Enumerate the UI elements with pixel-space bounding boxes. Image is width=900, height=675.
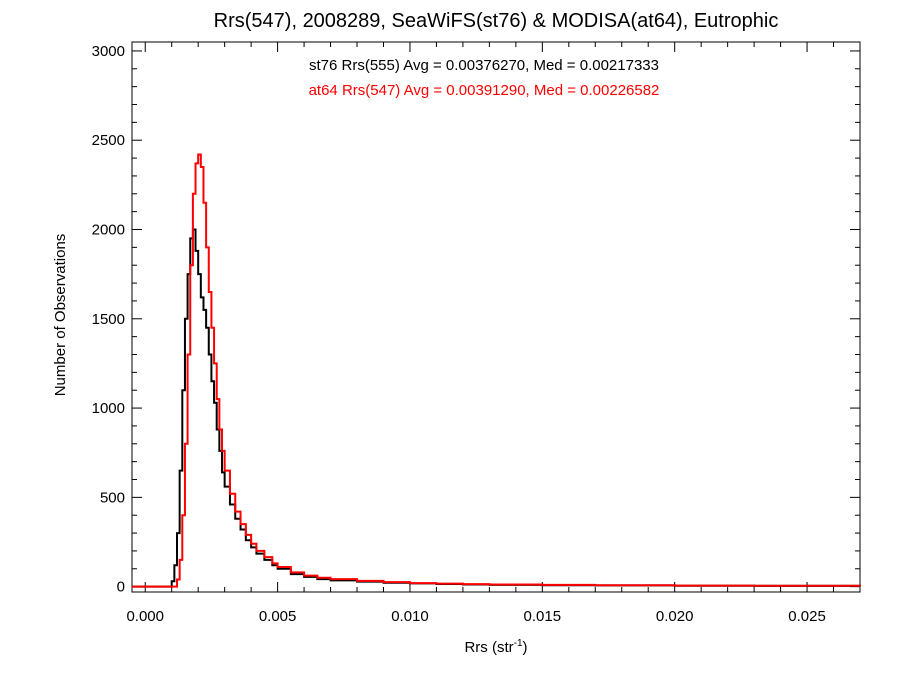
x-tick-label: 0.005 bbox=[259, 608, 297, 625]
x-axis-label-close: ) bbox=[523, 639, 528, 656]
annotation-at64: at64 Rrs(547) Avg = 0.00391290, Med = 0.… bbox=[309, 82, 660, 99]
x-axis-label-main: Rrs (str bbox=[464, 639, 513, 656]
x-tick-label: 0.020 bbox=[656, 608, 694, 625]
x-axis-label: Rrs (str-1) bbox=[464, 638, 527, 656]
y-tick-label: 2500 bbox=[92, 132, 125, 149]
y-tick-label: 1500 bbox=[92, 311, 125, 328]
chart-title: Rrs(547), 2008289, SeaWiFS(st76) & MODIS… bbox=[214, 10, 779, 32]
x-tick-label: 0.010 bbox=[391, 608, 429, 625]
annotation-st76: st76 Rrs(555) Avg = 0.00376270, Med = 0.… bbox=[309, 57, 659, 74]
x-tick-label: 0.015 bbox=[524, 608, 562, 625]
y-tick-label: 1000 bbox=[92, 400, 125, 417]
x-axis-label-sup: -1 bbox=[514, 638, 523, 649]
y-tick-label: 3000 bbox=[92, 43, 125, 60]
x-tick-label: 0.025 bbox=[788, 608, 826, 625]
series-st76-line bbox=[132, 228, 861, 588]
y-axis-label: Number of Observations bbox=[52, 234, 69, 397]
series-at64-line bbox=[132, 153, 861, 588]
x-tick-label: 0.000 bbox=[126, 608, 164, 625]
plot-frame bbox=[131, 41, 861, 593]
y-tick-label: 0 bbox=[117, 579, 125, 596]
y-tick-label: 2000 bbox=[92, 222, 125, 239]
y-tick-label: 500 bbox=[100, 489, 125, 506]
